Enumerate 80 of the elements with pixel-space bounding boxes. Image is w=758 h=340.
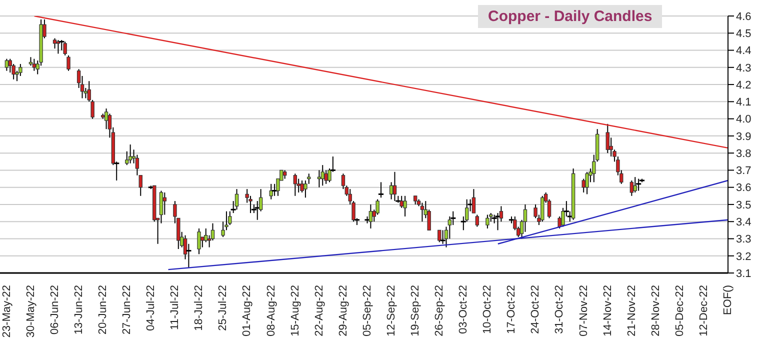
x-tick-label: EOF() — [722, 285, 734, 315]
candlestick — [585, 171, 589, 195]
candlestick — [269, 183, 273, 200]
candlestick — [472, 188, 476, 214]
x-tick-label: 24-Oct-22 — [530, 285, 542, 334]
x-tick-label: 05-Dec-22 — [674, 285, 686, 336]
candlestick — [448, 216, 452, 240]
y-tick-label: 4.6 — [736, 10, 752, 23]
y-tick-label: 4.5 — [736, 28, 752, 40]
y-tick-label: 4.3 — [736, 62, 752, 74]
candlestick — [633, 176, 637, 193]
candlestick — [486, 214, 490, 229]
x-tick-label: 30-May-22 — [24, 285, 37, 338]
candlestick — [420, 202, 424, 222]
y-tick-label: 4.0 — [736, 114, 752, 126]
x-tick-label: 22-Aug-22 — [313, 285, 326, 336]
y-tick-label: 3.3 — [736, 234, 752, 246]
candlestick — [606, 123, 610, 154]
candlestick — [523, 204, 528, 232]
x-tick-label: 10-Oct-22 — [482, 285, 494, 334]
x-tick-label: 19-Sep-22 — [410, 285, 422, 336]
x-tick-label: 21-Nov-22 — [626, 285, 638, 336]
candlestick — [234, 188, 239, 210]
candlestick — [630, 180, 634, 196]
y-tick-label: 3.7 — [736, 165, 752, 178]
y-tick-label: 3.9 — [736, 130, 752, 143]
x-tick-label: 12-Sep-22 — [385, 285, 398, 336]
y-tick-label: 4.2 — [736, 79, 752, 92]
y-tick-label: 4.4 — [736, 45, 752, 58]
x-tick-label: 12-Dec-22 — [698, 285, 710, 336]
x-tick-label: 05-Sep-22 — [361, 285, 374, 336]
candlestick — [52, 38, 57, 50]
candlestick — [293, 173, 297, 196]
y-tick-label: 4.1 — [736, 96, 752, 109]
x-tick-label: 29-Aug-22 — [337, 285, 350, 336]
candlestick — [128, 144, 132, 164]
x-tick-label: 18-Jul-22 — [193, 285, 206, 331]
candlestick — [228, 210, 232, 226]
x-tick-label: 28-Nov-22 — [650, 285, 662, 336]
candlestick — [540, 195, 544, 222]
y-tick-label: 3.6 — [736, 182, 752, 194]
x-tick-label: 04-Jul-22 — [145, 285, 158, 331]
x-tick-label: 17-Oct-22 — [506, 285, 518, 334]
candlestick — [368, 204, 373, 229]
x-tick-label: 31-Oct-22 — [554, 285, 566, 334]
candlestick — [438, 230, 442, 243]
y-tick-label: 3.4 — [736, 216, 752, 229]
x-tick-label: 14-Nov-22 — [602, 285, 614, 336]
x-tick-label: 13-Jun-22 — [72, 285, 85, 335]
x-tick-label: 08-Aug-22 — [265, 285, 278, 336]
candlestick — [221, 221, 225, 238]
candlestick — [392, 171, 397, 202]
y-tick-label: 3.8 — [736, 148, 752, 160]
x-tick-label: 01-Aug-22 — [241, 285, 254, 336]
x-tick-label: 03-Oct-22 — [458, 285, 470, 334]
candlestick — [162, 192, 167, 216]
x-tick-label: 27-Jun-22 — [121, 285, 134, 335]
x-tick-label: 25-Jul-22 — [217, 285, 230, 331]
x-tick-label: 15-Aug-22 — [289, 285, 302, 336]
x-tick-label: 07-Nov-22 — [578, 285, 590, 336]
candlestick — [400, 195, 404, 208]
y-tick-label: 3.5 — [736, 199, 752, 212]
x-tick-label: 26-Sep-22 — [434, 285, 446, 336]
x-tick-label: 06-Jun-22 — [48, 285, 61, 335]
candlestick — [317, 170, 322, 188]
candlestick — [389, 182, 394, 200]
candlestick — [197, 228, 201, 255]
candlestick — [403, 195, 407, 217]
candlestick — [475, 214, 479, 228]
candlestick — [4, 58, 9, 72]
x-tick-label: 20-Jun-22 — [97, 285, 110, 335]
x-tick-label: 23-May-22 — [0, 285, 13, 338]
chart-title: Copper - Daily Candles — [478, 5, 662, 28]
candlestick — [159, 190, 164, 224]
y-tick-label: 3.1 — [736, 268, 752, 280]
candlestick — [66, 54, 70, 72]
candlestick — [12, 63, 16, 80]
y-tick-label: 3.2 — [736, 250, 752, 263]
x-tick-label: 11-Jul-22 — [169, 285, 182, 330]
candlestick — [63, 41, 67, 56]
